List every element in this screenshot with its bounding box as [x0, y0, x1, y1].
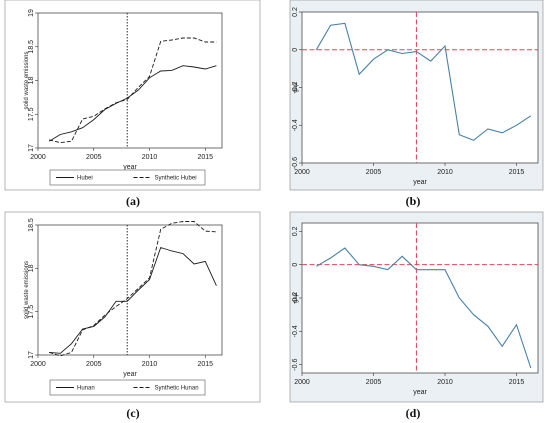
- x-tick-label: 2010: [142, 361, 158, 368]
- y-tick-label: -0.4: [292, 325, 299, 337]
- panel-caption: (b): [406, 194, 421, 208]
- y-tick-label: 17.5: [28, 305, 35, 319]
- x-tick-label: 2000: [30, 361, 46, 368]
- x-axis-label: year: [123, 164, 137, 171]
- chart-panel-4: 0.2 0 -0.2 -0.4 -0.6 2000 2005 2010 2015 year gap: [289, 211, 544, 403]
- legend-label: Hunan: [77, 386, 95, 392]
- x-tick-label: 2005: [86, 361, 102, 368]
- panel-caption: (a): [126, 194, 140, 208]
- x-axis-label: year: [413, 179, 427, 186]
- x-axis-label: year: [123, 371, 137, 378]
- plot-area: [37, 12, 223, 149]
- y-tick-label: 19: [28, 9, 35, 17]
- series-line-gap: [316, 247, 532, 369]
- x-tick-label: 2010: [437, 169, 453, 176]
- y-tick-label: 0.2: [292, 7, 299, 17]
- y-axis-label: solid waste emissions: [24, 261, 30, 319]
- x-tick-label: 2005: [86, 154, 102, 161]
- x-tick-label: 2015: [197, 361, 213, 368]
- y-tick-label: 0: [292, 263, 299, 267]
- y-tick-label: 18.5: [28, 218, 35, 232]
- x-tick-label: 2005: [366, 169, 382, 176]
- series-line-gap: [315, 22, 532, 141]
- legend-box: [49, 379, 206, 396]
- series-line-synthetic-hubei: [49, 37, 217, 144]
- y-tick-label: -0.4: [292, 119, 299, 131]
- y-axis-label: solid waste emissions: [24, 51, 30, 109]
- x-tick-label: 2015: [197, 154, 213, 161]
- x-tick-label: 2000: [294, 379, 310, 386]
- legend-box: [49, 169, 206, 186]
- y-tick-label: 17: [28, 351, 35, 359]
- y-tick-label: 17.5: [28, 107, 35, 121]
- x-axis-label: year: [413, 389, 427, 396]
- y-tick-label: 18.5: [28, 40, 35, 54]
- x-tick-label: 2010: [437, 379, 453, 386]
- legend-label: Hubei: [77, 176, 93, 182]
- y-tick-label: 18: [28, 77, 35, 85]
- y-tick-label: -0.2: [292, 81, 299, 93]
- legend: Hubei Synthetic Hubei: [49, 169, 206, 186]
- legend-label: Synthetic Hunan: [155, 386, 199, 392]
- series-line-hubei: [48, 65, 217, 142]
- chart-panel-3: 17 17.5 18 18.5 2000 2005 2010 2015 year solid wa…: [4, 211, 261, 403]
- x-tick-label: 2015: [509, 379, 525, 386]
- plot-area: [301, 11, 539, 164]
- series-line-hunan: [49, 246, 217, 354]
- plot-area: [301, 222, 539, 374]
- y-axis-label: gap: [293, 82, 299, 93]
- y-tick-label: -0.6: [292, 359, 299, 371]
- y-tick-label: 17: [28, 144, 35, 152]
- y-tick-label: 0.2: [292, 226, 299, 236]
- legend: Hunan Synthetic Hunan: [49, 379, 206, 396]
- panel-caption: (d): [406, 406, 421, 420]
- legend-label: Synthetic Hubei: [155, 176, 197, 182]
- y-tick-label: 0: [292, 48, 299, 52]
- y-tick-label: 18: [28, 264, 35, 272]
- x-tick-label: 2005: [366, 379, 382, 386]
- y-tick-label: -0.6: [292, 157, 299, 169]
- y-axis-label: gap: [293, 292, 299, 303]
- x-tick-label: 2015: [509, 169, 525, 176]
- y-tick-label: -0.2: [292, 292, 299, 304]
- series-line-synthetic-hunan: [49, 221, 217, 357]
- chart-panel-1: 17 17.5 18 18.5 19 2000 2005 2010 2015 year solid …: [4, 0, 261, 191]
- x-tick-label: 2000: [294, 169, 310, 176]
- plot-area: [37, 224, 223, 356]
- x-tick-label: 2000: [30, 154, 46, 161]
- panel-caption: (c): [126, 406, 139, 420]
- x-tick-label: 2010: [142, 154, 158, 161]
